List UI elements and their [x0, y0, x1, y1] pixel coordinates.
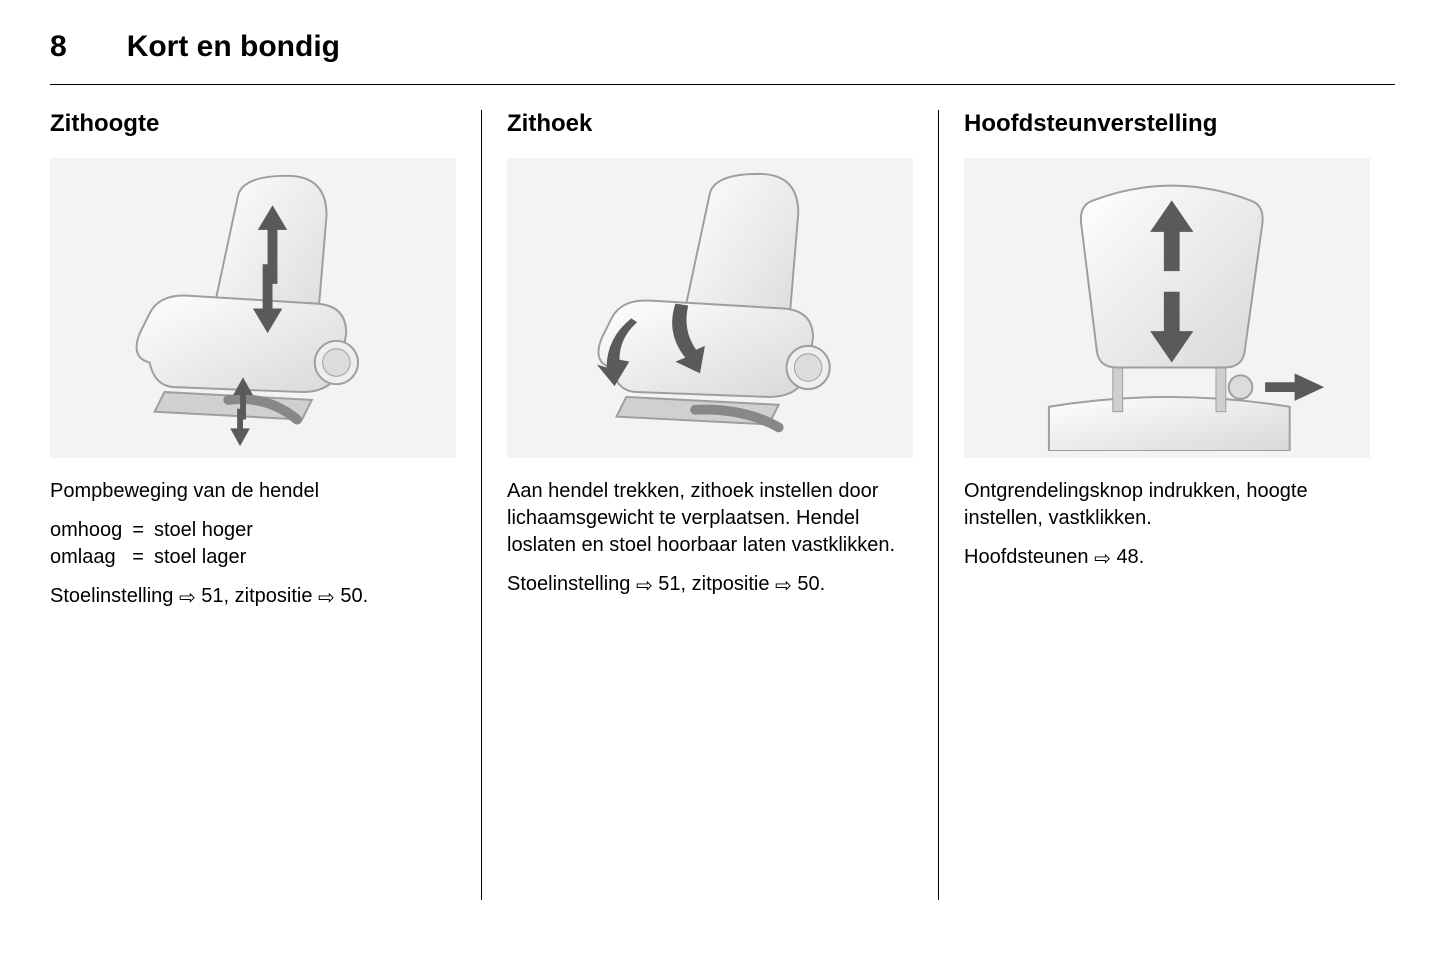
- headrest-icon: [974, 166, 1360, 451]
- ref-mid: , zitpositie: [681, 573, 775, 595]
- ref-page: 51: [201, 585, 223, 607]
- column-zithoek: Zithoek: [481, 110, 938, 900]
- manual-page: 8 Kort en bondig Zithoogte: [0, 0, 1445, 965]
- equals: =: [132, 544, 154, 571]
- paragraph: Pompbeweging van de hendel: [50, 478, 456, 505]
- ref-page: 48: [1116, 546, 1138, 568]
- paragraph: Ontgrendelingsknop indrukken, hoogte ins…: [964, 478, 1370, 532]
- ref-suffix: .: [363, 585, 369, 607]
- section-body: Pompbeweging van de hendel omhoog = stoe…: [50, 478, 456, 612]
- section-body: Aan hendel trekken, zithoek instellen do…: [507, 478, 913, 600]
- section-title: Hoofdsteunverstelling: [964, 110, 1370, 138]
- reference-icon: ⇨: [318, 585, 335, 612]
- ref-page: 51: [658, 573, 680, 595]
- section-title: Zithoogte: [50, 110, 456, 138]
- section-title: Zithoek: [507, 110, 913, 138]
- reference-icon: ⇨: [775, 573, 792, 600]
- seat-height-illustration: [50, 158, 456, 458]
- reference-line: Stoelinstelling ⇨ 51, zitpositie ⇨ 50.: [507, 571, 913, 600]
- reference-line: Stoelinstelling ⇨ 51, zitpositie ⇨ 50.: [50, 583, 456, 612]
- chapter-title: Kort en bondig: [127, 30, 340, 64]
- paragraph: Aan hendel trekken, zithoek instellen do…: [507, 478, 913, 559]
- column-container: Zithoogte: [50, 110, 1395, 900]
- equals: =: [132, 517, 154, 544]
- ref-suffix: .: [1139, 546, 1145, 568]
- ref-prefix: Hoofdsteunen: [964, 546, 1094, 568]
- reference-line: Hoofdsteunen ⇨ 48.: [964, 544, 1370, 573]
- page-header: 8 Kort en bondig: [50, 30, 1395, 85]
- ref-prefix: Stoelinstelling: [507, 573, 636, 595]
- headrest-illustration: [964, 158, 1370, 458]
- direction-key: omhoog: [50, 517, 132, 544]
- direction-value: stoel hoger: [154, 517, 263, 544]
- reference-icon: ⇨: [1094, 546, 1111, 573]
- table-row: omhoog = stoel hoger: [50, 517, 263, 544]
- direction-key: omlaag: [50, 544, 132, 571]
- ref-page: 50: [340, 585, 362, 607]
- ref-page: 50: [797, 573, 819, 595]
- ref-mid: , zitpositie: [224, 585, 318, 607]
- reference-icon: ⇨: [636, 573, 653, 600]
- seat-height-icon: [60, 166, 446, 451]
- direction-table: omhoog = stoel hoger omlaag = stoel lage…: [50, 517, 263, 571]
- ref-suffix: .: [820, 573, 826, 595]
- column-zithoogte: Zithoogte: [50, 110, 481, 900]
- seat-tilt-icon: [517, 166, 903, 451]
- reference-icon: ⇨: [179, 585, 196, 612]
- table-row: omlaag = stoel lager: [50, 544, 263, 571]
- seat-tilt-illustration: [507, 158, 913, 458]
- column-hoofdsteun: Hoofdsteunverstelling: [938, 110, 1395, 900]
- ref-prefix: Stoelinstelling: [50, 585, 179, 607]
- section-body: Ontgrendelingsknop indrukken, hoogte ins…: [964, 478, 1370, 573]
- page-number: 8: [50, 30, 67, 64]
- direction-value: stoel lager: [154, 544, 263, 571]
